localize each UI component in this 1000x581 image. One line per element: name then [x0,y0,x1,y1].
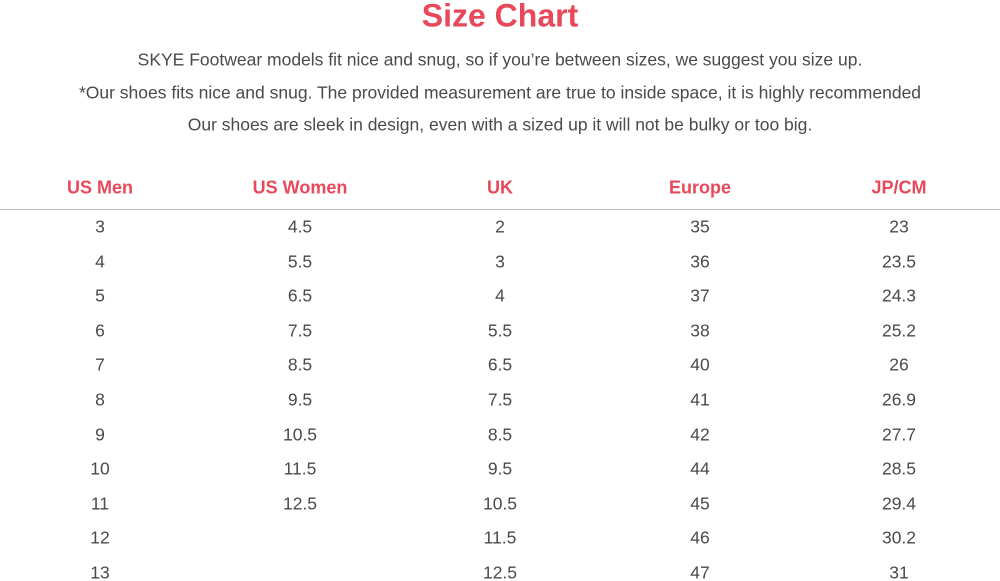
table-cell: 10 [90,458,110,479]
table-cell: 27.7 [881,424,917,445]
table-cell: 11 [90,493,110,514]
table-cell: 2 [495,216,505,237]
table-cell: 35 [690,216,710,237]
table-cell: 37 [690,285,710,306]
table-cell: 8.5 [487,424,513,445]
table-cell: 24.3 [881,285,917,306]
intro-line: Our shoes are sleek in design, even with… [187,114,813,135]
column-header: US Women [252,177,348,198]
header-rule [0,209,1000,210]
table-cell: 46 [690,527,710,548]
intro-line: *Our shoes fits nice and snug. The provi… [78,82,922,102]
table-cell: 30.2 [881,527,917,548]
table-cell: 23 [889,216,909,237]
table-cell: 3 [95,216,105,237]
table-cell: 6.5 [287,285,313,306]
title: Size Chart [421,0,579,34]
column-header: Europe [668,177,732,198]
table-cell: 11.5 [483,527,517,548]
table-cell: 11.5 [283,458,317,479]
table-cell: 23.5 [881,251,917,272]
table-cell: 7.5 [287,320,313,341]
table-cell: 5.5 [487,320,513,341]
table-cell: 10.5 [482,493,518,514]
table-cell: 41 [690,389,710,410]
table-cell: 3 [495,251,505,272]
table-cell: 9.5 [487,458,513,479]
column-header: US Men [66,177,134,198]
column-header: JP/CM [871,177,927,198]
table-cell: 40 [690,354,710,375]
table-cell: 8 [95,389,105,410]
table-cell: 4 [95,251,105,272]
table-cell: 29.4 [881,493,917,514]
table-cell: 45 [690,493,710,514]
table-cell: 26.9 [881,389,917,410]
table-cell: 42 [690,424,710,445]
column-header: UK [487,177,513,198]
table-cell: 4 [495,285,505,306]
table-cell: 6.5 [487,354,513,375]
table-cell: 6 [95,320,105,341]
table-cell: 25.2 [881,320,917,341]
table-cell: 12.5 [282,493,318,514]
table-cell: 31 [889,562,909,581]
table-cell: 13 [90,562,110,581]
table-cell: 5.5 [287,251,313,272]
table-cell: 28.5 [881,458,917,479]
table-cell: 4.5 [287,216,313,237]
table-cell: 9.5 [287,389,313,410]
table-cell: 12 [90,527,110,548]
table-cell: 7 [95,354,105,375]
table-cell: 8.5 [287,354,313,375]
table-cell: 10.5 [282,424,318,445]
table-cell: 36 [690,251,710,272]
table-cell: 38 [690,320,710,341]
intro-line: SKYE Footwear models fit nice and snug, … [137,49,863,70]
table-cell: 47 [690,562,710,581]
table-cell: 7.5 [487,389,513,410]
table-cell: 9 [95,424,105,445]
table-cell: 44 [690,458,710,479]
table-cell: 12.5 [482,562,518,581]
table-cell: 5 [95,285,105,306]
table-cell: 26 [889,354,909,375]
